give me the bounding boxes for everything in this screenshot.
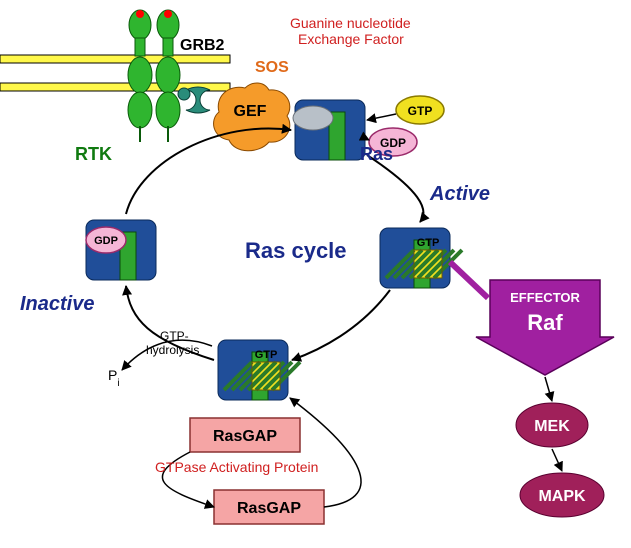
- membrane-top: [0, 55, 230, 63]
- gtp-free-label: GTP: [408, 104, 433, 118]
- pi-label: Pi: [108, 367, 120, 389]
- rasgap-bound-label: RasGAP: [213, 428, 277, 445]
- effector-label: EFFECTOR: [510, 290, 580, 305]
- cycle-label: Ras cycle: [245, 238, 347, 263]
- ras-cycle-diagram: GEFGTPGTPGDPGTPGDPEFFECTORRafMEKMAPKRasG…: [0, 0, 631, 548]
- ras-effector-link: [450, 262, 488, 298]
- title-line2: Exchange Factor: [298, 31, 404, 47]
- arrow-top-active: [367, 155, 423, 222]
- rtk-receptor: [156, 10, 180, 142]
- hydrolysis-label-1: GTP-: [160, 329, 189, 343]
- inactive-label: Inactive: [20, 293, 94, 315]
- mapk-label: MAPK: [538, 488, 586, 505]
- hydrolysis-label-2: hydrolysis: [146, 343, 199, 357]
- sos-label: SOS: [255, 59, 289, 76]
- gef-label: GEF: [234, 103, 267, 120]
- active-label: Active: [429, 183, 490, 205]
- ras-top: [293, 100, 365, 160]
- arrow-gtp-in: [367, 114, 396, 120]
- gtp-bound-label: GTP: [417, 237, 440, 249]
- arrow-gdp-out: [365, 138, 369, 140]
- gap-label: GTPase Activating Protein: [155, 459, 318, 475]
- mek-label: MEK: [534, 418, 570, 435]
- raf-label: Raf: [527, 310, 563, 335]
- gdp-bound-label: GDP: [94, 235, 118, 247]
- ras-inactive: [86, 220, 156, 280]
- ras-label: Ras: [360, 144, 393, 164]
- rtk-receptor: [128, 10, 152, 142]
- gtp-bound-label: GTP: [255, 349, 278, 361]
- rasgap-free-label: RasGAP: [237, 500, 301, 517]
- arrow-raf-mek: [545, 377, 552, 401]
- arrow-active-bottom: [292, 290, 390, 360]
- arrow-mek-mapk: [552, 449, 562, 471]
- grb2-label: GRB2: [180, 37, 225, 54]
- rtk-label: RTK: [75, 144, 112, 164]
- title-line1: Guanine nucleotide: [290, 15, 411, 31]
